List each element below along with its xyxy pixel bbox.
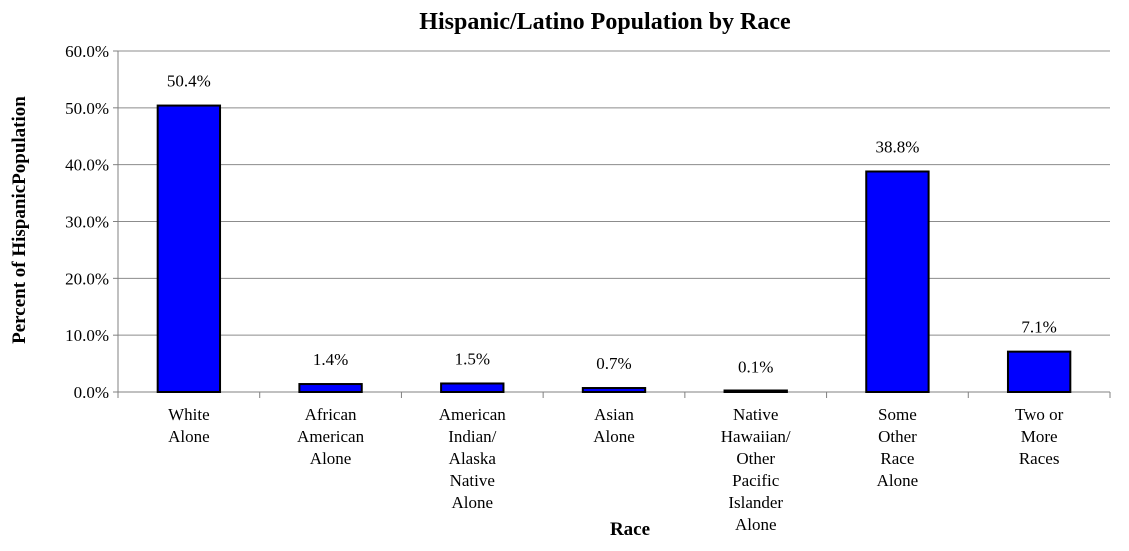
bar: [865, 170, 930, 393]
category-label: Native Hawaiian/Other Pacific Islander Alone: [721, 405, 791, 534]
data-label: 38.8%: [875, 137, 919, 156]
y-axis-title: Percent of HispanicPopulation: [9, 96, 30, 344]
category-label: American Indian/Alaska Native Alone: [439, 405, 507, 512]
bar: [1006, 350, 1072, 394]
category-label: Two or More Races: [1015, 405, 1064, 468]
data-label: 1.5%: [455, 349, 490, 368]
data-label: 7.1%: [1021, 318, 1056, 337]
bar: [440, 382, 505, 394]
data-label: 1.4%: [313, 350, 348, 369]
x-axis-title: Race: [610, 519, 650, 540]
chart-title: Hispanic/Latino Population by Race: [419, 9, 791, 35]
bar: [298, 383, 363, 394]
y-tick-label: 60.0%: [65, 42, 109, 61]
category-label: Some Other Race Alone: [877, 405, 919, 490]
category-label: Asian Alone: [593, 405, 635, 446]
data-label: 50.4%: [167, 72, 211, 91]
y-axis: 0.0% 10.0% 20.0% 30.0% 40.0% 50.0% 60.0%: [65, 42, 119, 402]
bar: [156, 104, 222, 393]
data-label: 0.1%: [738, 357, 773, 376]
category-label: African American Alone: [297, 405, 365, 468]
y-tick-label: 50.0%: [65, 99, 109, 118]
data-labels: 50.4% 1.4% 1.5% 0.7% 0.1% 38.8% 7.1%: [167, 72, 1057, 377]
bar: [723, 389, 788, 393]
category-labels: White Alone African American Alone American In…: [168, 405, 1064, 534]
bars: [156, 104, 1072, 394]
y-tick-label: 30.0%: [65, 213, 109, 232]
y-tick-label: 40.0%: [65, 156, 109, 175]
y-tick-label: 10.0%: [65, 326, 109, 345]
gridlines: [118, 50, 1110, 336]
bar: [581, 387, 647, 394]
y-tick-label: 0.0%: [74, 383, 109, 402]
category-label: White Alone: [168, 405, 210, 446]
y-tick-label: 20.0%: [65, 269, 109, 288]
data-label: 0.7%: [596, 354, 631, 373]
